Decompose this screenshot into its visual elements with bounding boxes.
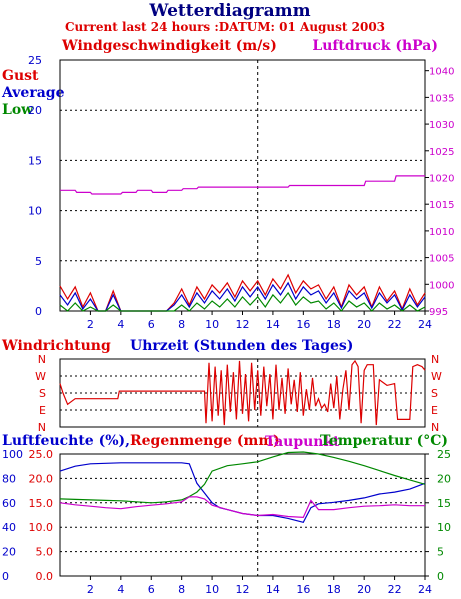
pressure-tick-label-1005: 1005: [429, 254, 454, 265]
humidity-tick-label-60: 60: [2, 497, 16, 510]
climate-panel-xtick-label-22: 22: [388, 583, 402, 596]
wind-panel-xtick-label-16: 16: [296, 318, 310, 331]
wind-panel-xtick-label-2: 2: [87, 318, 94, 331]
temperature-tick-label-25: 25: [437, 448, 451, 461]
wind-panel-series-3: [59, 291, 426, 312]
wind-direction-title: Windrichtung: [1, 338, 111, 354]
direction-left-label-4: N: [38, 421, 46, 434]
climate-panel-xtick-label-24: 24: [418, 583, 432, 596]
climate-panel-xtick-label-6: 6: [148, 583, 155, 596]
legend-gust: Gust: [2, 68, 39, 84]
direction-left-label-3: E: [39, 404, 46, 417]
wind-panel-xtick-label-6: 6: [148, 318, 155, 331]
humidity-tick-label-20: 20: [2, 546, 16, 559]
climate-panel-xtick-label-2: 2: [87, 583, 94, 596]
pressure-tick-label-1015: 1015: [429, 200, 454, 211]
climate-panel-xtick-label-12: 12: [236, 583, 250, 596]
wind-speed-tick-label-0: 0: [35, 305, 42, 318]
direction-left-label-2: S: [39, 387, 46, 400]
climate-panel-xtick-label-8: 8: [178, 583, 185, 596]
wind-panel-frame: [59, 59, 426, 312]
pressure-tick-label-1025: 1025: [429, 147, 454, 158]
humidity-axis-title: Luftfeuchte (%): [2, 433, 125, 449]
climate-panel-xtick-label-18: 18: [327, 583, 341, 596]
pressure-tick-label-1030: 1030: [429, 120, 454, 131]
page-subtitle: Current last 24 hours :DATUM: 01 August …: [65, 20, 385, 34]
direction-right-label-2: S: [431, 387, 438, 400]
climate-panel-frame: [59, 453, 426, 577]
direction-panel-series-0: [59, 359, 426, 426]
legend-low: Low: [2, 102, 34, 118]
rain-tick-label-0: 0.0: [36, 570, 54, 583]
rain-axis-title: Regenmenge (mm): [130, 433, 280, 449]
wind-speed-tick-label-5: 5: [35, 255, 42, 268]
humidity-tick-label-0: 0: [2, 570, 9, 583]
temperature-tick-label-10: 10: [437, 521, 451, 534]
wind-panel-xtick-label-10: 10: [205, 318, 219, 331]
direction-right-label-3: E: [431, 404, 438, 417]
climate-panel-series-1: [59, 451, 426, 504]
rain-tick-label-3: 15.0: [29, 497, 54, 510]
pressure-axis-title: Luftdruck (hPa): [312, 38, 438, 54]
wind-panel-series-0: [60, 175, 425, 195]
title-separator: ,: [125, 433, 130, 449]
wind-panel-xtick-label-8: 8: [178, 318, 185, 331]
direction-left-label-0: N: [38, 353, 46, 366]
climate-panel-xtick-label-14: 14: [266, 583, 280, 596]
wind-panel-xtick-label-18: 18: [327, 318, 341, 331]
pressure-tick-label-1020: 1020: [429, 173, 454, 184]
pressure-tick-label-1040: 1040: [429, 67, 454, 78]
dew-point-title: Taupunkt: [265, 434, 340, 450]
wind-speed-tick-label-10: 10: [28, 205, 42, 218]
temperature-tick-label-5: 5: [437, 546, 444, 559]
temperature-tick-label-15: 15: [437, 497, 451, 510]
direction-right-label-1: W: [431, 370, 442, 383]
wind-speed-axis-title: Windgeschwindigkeit (m/s): [61, 38, 277, 54]
wind-panel-xtick-label-22: 22: [388, 318, 402, 331]
wind-panel-xtick-label-12: 12: [236, 318, 250, 331]
pressure-tick-label-1010: 1010: [429, 227, 454, 238]
rain-tick-label-2: 10.0: [29, 521, 54, 534]
wind-panel-xtick-label-24: 24: [418, 318, 432, 331]
rain-tick-label-4: 20.0: [29, 472, 54, 485]
humidity-tick-label-80: 80: [2, 472, 16, 485]
legend-average: Average: [1, 85, 65, 101]
rain-tick-label-5: 25.0: [29, 448, 54, 461]
temperature-axis-title: Temperatur (°C): [320, 433, 448, 449]
humidity-tick-label-100: 100: [2, 448, 23, 461]
climate-panel-xtick-label-4: 4: [117, 583, 124, 596]
rain-tick-label-1: 5.0: [36, 546, 54, 559]
climate-panel-xtick-label-10: 10: [205, 583, 219, 596]
plot-layer: 0510152025995100010051010101510201025103…: [2, 54, 454, 596]
wind-speed-tick-label-20: 20: [28, 104, 42, 117]
time-axis-title: Uhrzeit (Stunden des Tages): [130, 338, 353, 354]
pressure-tick-label-1035: 1035: [429, 93, 454, 104]
humidity-rain-title: Luftfeuchte (%),Regenmenge (mm): [2, 433, 280, 449]
pressure-tick-label-1000: 1000: [429, 280, 454, 291]
temperature-tick-label-20: 20: [437, 472, 451, 485]
wind-speed-tick-label-15: 15: [28, 154, 42, 167]
climate-panel-series-2: [59, 496, 425, 519]
page-title: Wetterdiagramm: [148, 1, 310, 21]
climate-panel-xtick-label-20: 20: [357, 583, 371, 596]
wind-panel-xtick-label-4: 4: [117, 318, 124, 331]
wind-panel-xtick-label-14: 14: [266, 318, 280, 331]
direction-right-label-0: N: [431, 353, 439, 366]
climate-panel-xtick-label-16: 16: [296, 583, 310, 596]
wind-speed-tick-label-25: 25: [28, 54, 42, 67]
direction-right-label-4: N: [431, 421, 439, 434]
pressure-tick-label-995: 995: [429, 307, 448, 318]
humidity-tick-label-40: 40: [2, 521, 16, 534]
temperature-tick-label-0: 0: [437, 570, 444, 583]
wind-panel-xtick-label-20: 20: [357, 318, 371, 331]
direction-left-label-1: W: [35, 370, 46, 383]
